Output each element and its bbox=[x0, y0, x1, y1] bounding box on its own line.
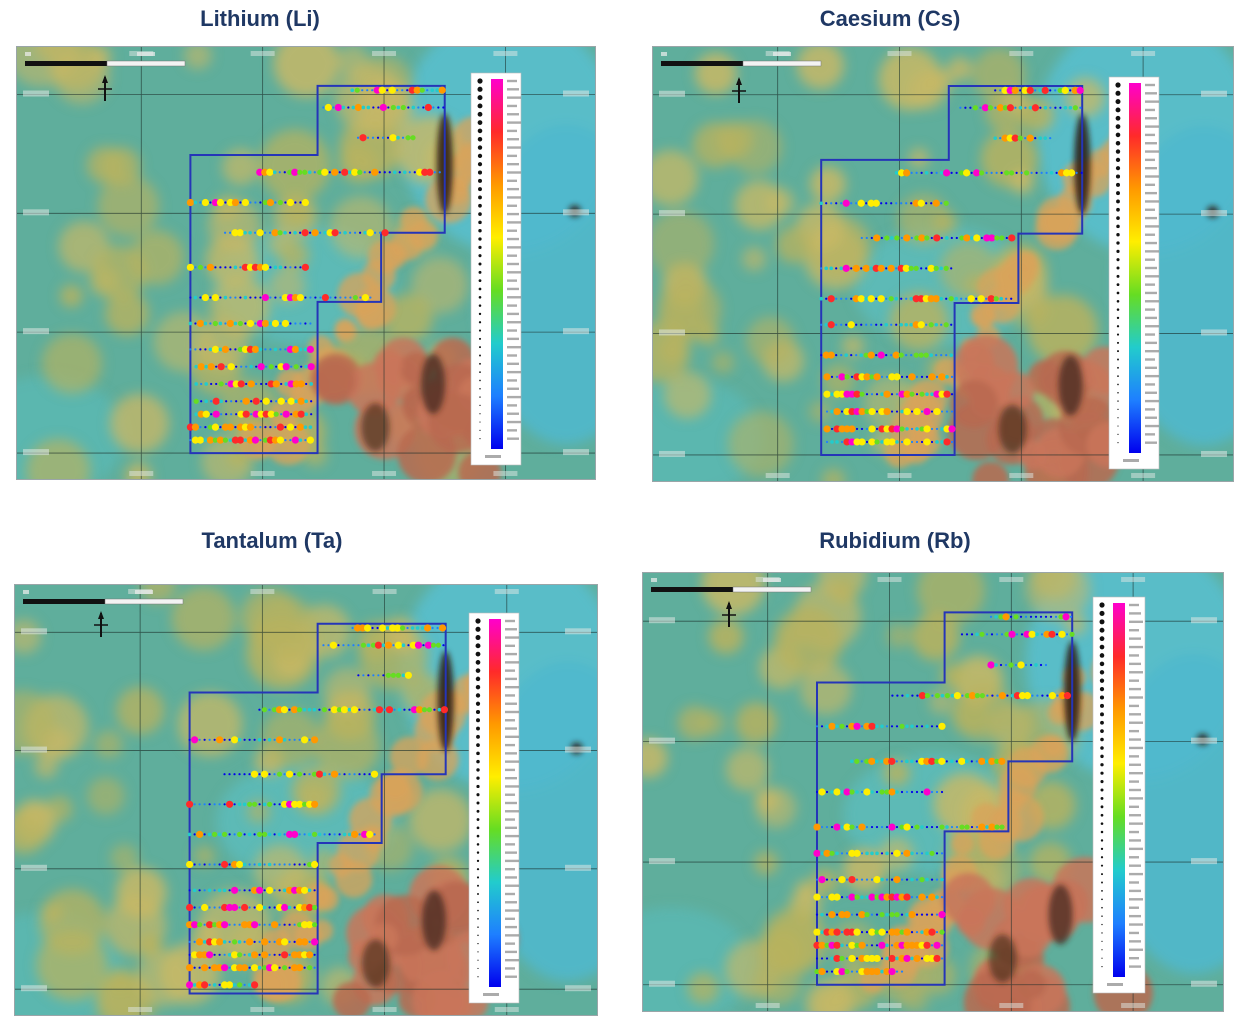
tantalum-title: Tantalum (Ta) bbox=[201, 528, 343, 553]
north-arrow-icon bbox=[94, 611, 108, 637]
legend bbox=[1092, 596, 1146, 994]
sample-points bbox=[819, 86, 1084, 446]
lithium-map-panel[interactable] bbox=[16, 46, 596, 480]
map-canvas bbox=[17, 47, 595, 479]
legend bbox=[1108, 76, 1160, 470]
caesium-map-panel[interactable] bbox=[652, 46, 1234, 482]
north-arrow-icon bbox=[98, 75, 112, 101]
legend-color-ramp bbox=[489, 619, 501, 987]
sample-points bbox=[186, 624, 449, 989]
map-canvas bbox=[15, 585, 597, 1015]
terrain-shadows bbox=[361, 651, 583, 988]
map-canvas bbox=[653, 47, 1233, 481]
rubidium-title: Rubidium (Rb) bbox=[819, 528, 971, 553]
tenement-boundary bbox=[188, 622, 447, 995]
legend-color-ramp bbox=[1113, 603, 1125, 977]
north-arrow-icon bbox=[732, 77, 746, 103]
terrain-ridge bbox=[238, 116, 515, 479]
north-arrow-icon bbox=[722, 601, 736, 627]
legend bbox=[468, 612, 520, 1004]
grid-tick-labels bbox=[23, 51, 589, 476]
sample-points bbox=[186, 86, 446, 444]
scale-bar-icon bbox=[651, 578, 812, 593]
grid-tick-labels bbox=[21, 589, 591, 1012]
grid-tick-labels bbox=[659, 51, 1227, 478]
rubidium-map-panel[interactable] bbox=[642, 572, 1224, 1012]
legend-color-ramp bbox=[1129, 83, 1141, 453]
scale-bar-icon bbox=[23, 590, 184, 605]
tantalum-map-panel[interactable] bbox=[14, 584, 598, 1016]
scale-bar-icon bbox=[661, 52, 822, 67]
legend-color-ramp bbox=[491, 79, 503, 449]
lithium-title: Lithium (Li) bbox=[200, 6, 320, 31]
tenement-boundary bbox=[816, 611, 1074, 986]
sample-points bbox=[813, 613, 1075, 976]
caesium-title: Caesium (Cs) bbox=[819, 6, 961, 31]
map-canvas bbox=[643, 573, 1223, 1011]
tenement-boundary bbox=[820, 85, 1084, 456]
legend bbox=[470, 72, 522, 466]
scale-bar-icon bbox=[25, 52, 186, 67]
